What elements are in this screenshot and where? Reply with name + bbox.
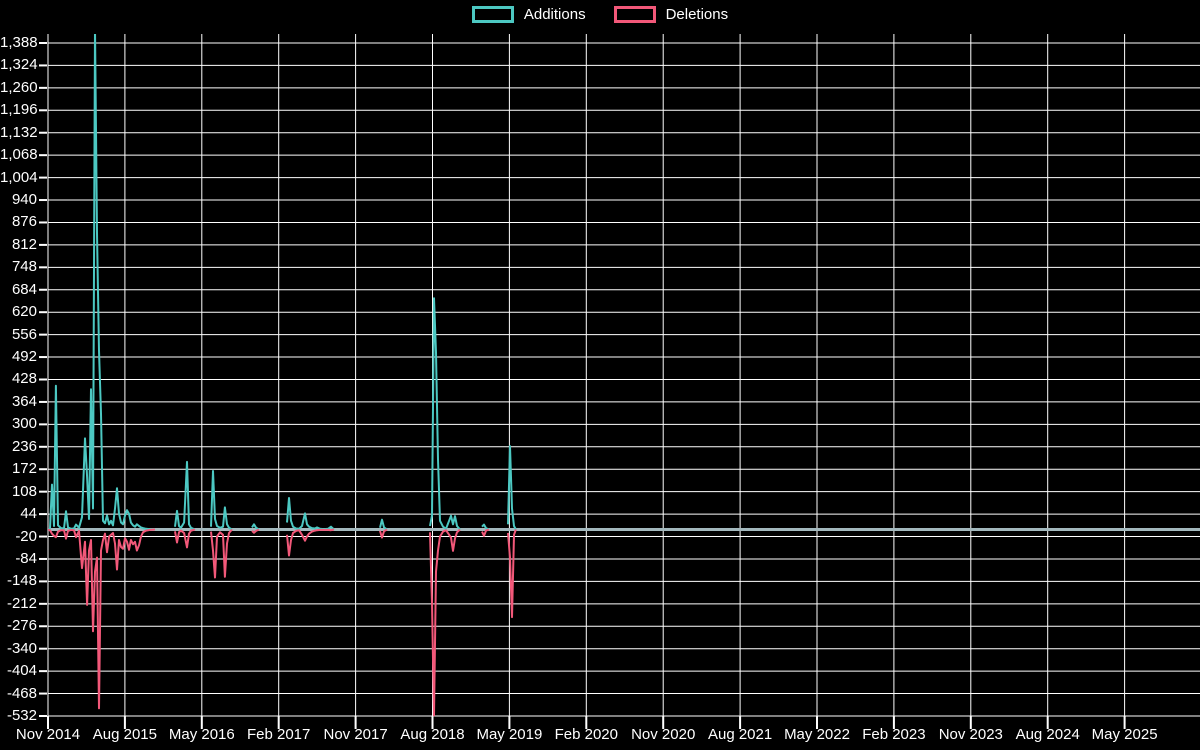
legend-item-deletions[interactable]: Deletions <box>613 6 729 23</box>
y-tick-label: 44 <box>20 505 37 523</box>
x-tick-label: Feb 2023 <box>862 726 926 743</box>
y-tick-label: 620 <box>11 303 37 321</box>
y-tick-label: 1,388 <box>0 34 38 51</box>
y-tick-label: -532 <box>6 706 37 724</box>
y-tick-label: 748 <box>11 258 37 276</box>
y-tick-label: -212 <box>6 594 37 612</box>
legend-item-additions[interactable]: Additions <box>471 6 586 23</box>
y-tick-label: 1,132 <box>0 123 38 141</box>
deletions-line[interactable] <box>481 528 490 537</box>
x-tick-label: Nov 2014 <box>15 726 81 743</box>
deletions-line[interactable] <box>429 528 461 717</box>
legend-label-additions: Additions <box>523 6 586 23</box>
y-tick-label: 1,260 <box>0 78 38 96</box>
x-tick-label: Aug 2024 <box>1015 726 1080 743</box>
y-tick-label: 1,068 <box>0 146 38 164</box>
y-tick-label: -404 <box>6 662 37 680</box>
additions-line[interactable] <box>48 28 156 531</box>
y-tick-label: -148 <box>6 572 37 590</box>
deletions-line[interactable] <box>507 529 517 619</box>
y-tick-label: 940 <box>11 191 37 209</box>
y-tick-label: 556 <box>11 325 37 343</box>
y-tick-label: 1,324 <box>0 56 38 74</box>
x-tick-label: May 2016 <box>168 726 235 743</box>
x-tick-label: Feb 2020 <box>554 726 618 743</box>
x-tick-label: May 2022 <box>784 726 850 743</box>
y-tick-label: -468 <box>6 684 37 702</box>
y-tick-label: 108 <box>11 482 37 500</box>
deletions-line[interactable] <box>210 528 233 579</box>
y-tick-label: -276 <box>6 617 37 635</box>
chart-legend: Additions Deletions <box>0 6 1200 23</box>
additions-line[interactable] <box>379 518 388 531</box>
additions-line[interactable] <box>429 297 461 531</box>
additions-line[interactable] <box>210 470 233 531</box>
y-tick-label: -84 <box>15 549 37 567</box>
deletions-swatch-icon <box>613 6 656 23</box>
x-tick-label: Nov 2020 <box>631 726 696 743</box>
x-tick-label: Nov 2017 <box>323 726 388 743</box>
y-tick-label: 684 <box>11 280 37 298</box>
x-tick-label: Nov 2023 <box>938 726 1003 743</box>
y-tick-label: 492 <box>11 348 37 366</box>
y-tick-label: 1,196 <box>0 101 38 119</box>
additions-line[interactable] <box>507 445 517 530</box>
y-tick-label: 172 <box>11 460 37 478</box>
y-tick-label: 812 <box>11 235 37 253</box>
y-tick-label: -340 <box>6 639 37 657</box>
x-tick-label: Aug 2018 <box>400 726 465 743</box>
y-tick-label: 364 <box>11 392 37 410</box>
deletions-line[interactable] <box>251 528 260 534</box>
additions-line[interactable] <box>251 523 260 531</box>
x-tick-label: Feb 2017 <box>246 726 311 743</box>
x-tick-label: Aug 2021 <box>707 726 773 743</box>
y-tick-label: -20 <box>15 527 37 545</box>
y-tick-label: 300 <box>11 415 37 433</box>
y-tick-label: 428 <box>11 370 37 388</box>
additions-line[interactable] <box>174 460 196 531</box>
x-tick-label: Aug 2015 <box>92 726 157 743</box>
x-tick-label: May 2019 <box>476 726 543 743</box>
deletions-line[interactable] <box>48 528 156 710</box>
y-tick-label: 1,004 <box>0 168 38 186</box>
deletions-line[interactable] <box>174 528 196 549</box>
additions-line[interactable] <box>481 523 490 531</box>
x-tick-label: May 2025 <box>1091 726 1158 743</box>
y-tick-label: 236 <box>11 437 37 455</box>
y-tick-label: 876 <box>11 213 37 231</box>
deletions-line[interactable] <box>286 528 335 557</box>
legend-label-deletions: Deletions <box>665 6 729 23</box>
additions-swatch-icon <box>471 6 514 23</box>
deletions-line[interactable] <box>379 528 388 539</box>
